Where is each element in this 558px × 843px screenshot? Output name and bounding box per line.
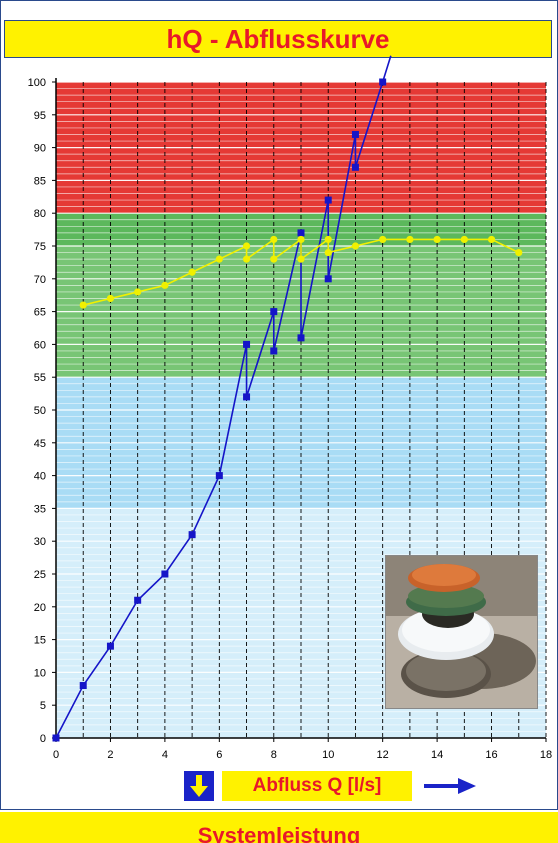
y-tick-label: 55 bbox=[34, 372, 46, 384]
y-tick-label: 85 bbox=[34, 175, 46, 187]
y-tick-label: 90 bbox=[34, 143, 46, 155]
chart-title: hQ - Abflusskurve bbox=[166, 23, 390, 54]
y-tick-label: 50 bbox=[34, 405, 46, 417]
data-point-yellow bbox=[270, 255, 278, 263]
plot-area: 0 5 10 15 20 25 30 35 40 45 50 55 60 65 70 75 80 85 90 95 10… bbox=[28, 55, 552, 761]
data-point-yellow bbox=[270, 235, 278, 244]
data-point-blue bbox=[270, 347, 278, 355]
y-tick-label: 25 bbox=[34, 569, 46, 581]
data-point-blue bbox=[351, 163, 359, 171]
data-point-yellow bbox=[106, 294, 115, 303]
y-tick-label: 15 bbox=[34, 635, 46, 647]
chart-svg: 0510152025303540455055606570758085909510… bbox=[28, 55, 552, 761]
x-tick-label: 14 bbox=[431, 749, 443, 761]
x-tick-label: 10 bbox=[322, 749, 334, 761]
x-tick-label: 16 bbox=[485, 749, 497, 761]
footer-title: Systemleistung bbox=[197, 823, 361, 843]
data-point-yellow bbox=[134, 288, 142, 296]
data-point-blue bbox=[324, 275, 332, 283]
data-point-blue bbox=[106, 642, 114, 650]
data-point-yellow bbox=[215, 255, 223, 263]
data-point-blue bbox=[297, 229, 305, 237]
data-point-blue bbox=[188, 531, 196, 539]
data-point-yellow bbox=[188, 268, 196, 276]
y-tick-label: 40 bbox=[34, 471, 46, 483]
chart-title-bar: hQ - Abflusskurve bbox=[4, 20, 552, 58]
data-point-yellow bbox=[324, 248, 332, 257]
data-point-yellow bbox=[242, 242, 251, 250]
data-point-blue bbox=[324, 196, 332, 204]
data-point-yellow bbox=[406, 235, 414, 244]
x-axis-label-box: Abfluss Q [l/s] bbox=[222, 771, 412, 801]
y-tick-label: 30 bbox=[34, 536, 46, 548]
data-point-blue bbox=[243, 393, 251, 401]
down-arrow-button bbox=[184, 771, 214, 801]
y-tick-label: 65 bbox=[34, 307, 46, 319]
x-tick-label: 2 bbox=[107, 749, 113, 761]
data-point-blue bbox=[270, 308, 278, 316]
data-point-blue bbox=[52, 734, 60, 742]
data-point-blue bbox=[297, 334, 305, 342]
data-point-blue bbox=[243, 340, 251, 348]
y-tick-label: 100 bbox=[28, 77, 46, 89]
data-point-yellow bbox=[487, 235, 496, 244]
y-tick-label: 80 bbox=[34, 208, 46, 220]
y-tick-label: 95 bbox=[34, 110, 46, 122]
right-arrow-icon bbox=[424, 778, 476, 794]
footer-bar: Systemleistung bbox=[0, 812, 558, 843]
product-photo bbox=[385, 555, 538, 709]
data-point-blue bbox=[161, 570, 169, 578]
data-point-yellow bbox=[351, 242, 360, 250]
product-photo-image bbox=[386, 556, 537, 708]
data-point-yellow bbox=[242, 255, 251, 263]
y-tick-label: 70 bbox=[34, 274, 46, 286]
down-arrow-icon bbox=[190, 775, 208, 797]
y-tick-label: 75 bbox=[34, 241, 46, 253]
data-point-yellow bbox=[161, 281, 169, 289]
data-point-blue bbox=[351, 130, 359, 138]
x-tick-label: 18 bbox=[540, 749, 552, 761]
data-point-blue bbox=[215, 472, 223, 480]
data-point-yellow bbox=[433, 235, 441, 244]
data-point-yellow bbox=[515, 248, 523, 257]
x-axis-label: Abfluss Q [l/s] bbox=[252, 775, 382, 796]
x-tick-label: 0 bbox=[53, 749, 59, 761]
data-point-yellow bbox=[79, 301, 87, 309]
data-point-blue bbox=[79, 682, 87, 690]
data-point-yellow bbox=[297, 255, 305, 263]
data-point-yellow bbox=[324, 235, 332, 244]
y-tick-label: 0 bbox=[40, 733, 46, 745]
x-tick-label: 4 bbox=[162, 749, 168, 761]
data-point-blue bbox=[134, 596, 142, 604]
y-tick-label: 20 bbox=[34, 602, 46, 614]
x-tick-label: 12 bbox=[377, 749, 389, 761]
y-tick-label: 35 bbox=[34, 503, 46, 515]
data-point-blue bbox=[379, 78, 387, 86]
data-point-yellow bbox=[379, 235, 387, 244]
data-point-yellow bbox=[297, 235, 305, 244]
y-tick-label: 5 bbox=[40, 700, 46, 712]
y-tick-label: 10 bbox=[34, 667, 46, 679]
x-tick-label: 6 bbox=[216, 749, 222, 761]
x-tick-label: 8 bbox=[271, 749, 277, 761]
y-tick-label: 60 bbox=[34, 339, 46, 351]
y-tick-label: 45 bbox=[34, 438, 46, 450]
data-point-yellow bbox=[460, 235, 468, 244]
